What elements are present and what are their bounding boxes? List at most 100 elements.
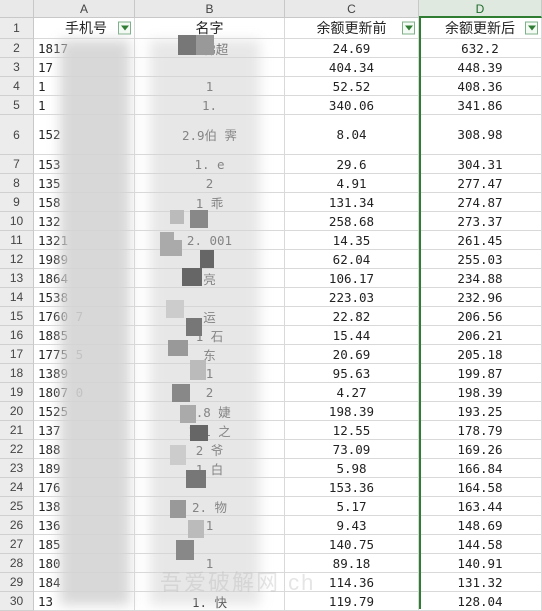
cell-d[interactable]: 277.47 (419, 174, 542, 193)
cell-d[interactable]: 198.39 (419, 383, 542, 402)
row-header[interactable]: 25 (0, 497, 34, 516)
cell-d[interactable]: 205.18 (419, 345, 542, 364)
row-header[interactable]: 19 (0, 383, 34, 402)
cell-d[interactable]: 232.96 (419, 288, 542, 307)
row-header[interactable]: 28 (0, 554, 34, 573)
cell-c[interactable]: 73.09 (285, 440, 419, 459)
cell-d[interactable]: 140.91 (419, 554, 542, 573)
row-header[interactable]: 1 (0, 18, 34, 39)
cell-d[interactable]: 128.04 (419, 592, 542, 611)
row-header[interactable]: 7 (0, 155, 34, 174)
row-header[interactable]: 22 (0, 440, 34, 459)
cell-d[interactable]: 261.45 (419, 231, 542, 250)
cell-c[interactable]: 20.69 (285, 345, 419, 364)
cell-c[interactable]: 106.17 (285, 269, 419, 288)
header-cell-d[interactable]: 余额更新后 (419, 18, 542, 39)
cell-d[interactable]: 273.37 (419, 212, 542, 231)
cell-c[interactable]: 140.75 (285, 535, 419, 554)
cell-c[interactable]: 52.52 (285, 77, 419, 96)
row-header[interactable]: 2 (0, 39, 34, 58)
row-header[interactable]: 8 (0, 174, 34, 193)
cell-c[interactable]: 4.91 (285, 174, 419, 193)
cell-d[interactable]: 308.98 (419, 115, 542, 155)
row-header[interactable]: 16 (0, 326, 34, 345)
cell-d[interactable]: 169.26 (419, 440, 542, 459)
column-header-d[interactable]: D (419, 0, 542, 18)
row-header[interactable]: 18 (0, 364, 34, 383)
filter-dropdown-icon[interactable] (118, 21, 131, 35)
cell-d[interactable]: 148.69 (419, 516, 542, 535)
cell-c[interactable]: 131.34 (285, 193, 419, 212)
row-header[interactable]: 20 (0, 402, 34, 421)
cell-d[interactable]: 206.56 (419, 307, 542, 326)
row-header[interactable]: 30 (0, 592, 34, 611)
row-header[interactable]: 24 (0, 478, 34, 497)
column-header-b[interactable]: B (135, 0, 285, 18)
cell-d[interactable]: 255.03 (419, 250, 542, 269)
cell-c[interactable]: 22.82 (285, 307, 419, 326)
row-header[interactable]: 14 (0, 288, 34, 307)
cell-c[interactable]: 4.27 (285, 383, 419, 402)
cell-c[interactable]: 29.6 (285, 155, 419, 174)
cell-d[interactable]: 206.21 (419, 326, 542, 345)
header-cell-a[interactable]: 手机号 (34, 18, 135, 39)
row-header[interactable]: 15 (0, 307, 34, 326)
cell-d[interactable]: 234.88 (419, 269, 542, 288)
cell-d[interactable]: 632.2 (419, 39, 542, 58)
column-header-a[interactable]: A (34, 0, 135, 18)
filter-dropdown-icon[interactable] (402, 21, 415, 35)
cell-c[interactable]: 12.55 (285, 421, 419, 440)
row-header[interactable]: 4 (0, 77, 34, 96)
row-header[interactable]: 29 (0, 573, 34, 592)
cell-d[interactable]: 304.31 (419, 155, 542, 174)
row-header[interactable]: 23 (0, 459, 34, 478)
cell-d[interactable]: 193.25 (419, 402, 542, 421)
select-all-corner[interactable] (0, 0, 34, 18)
row-header[interactable]: 6 (0, 115, 34, 155)
cell-d[interactable]: 166.84 (419, 459, 542, 478)
cell-c[interactable]: 9.43 (285, 516, 419, 535)
cell-c[interactable]: 223.03 (285, 288, 419, 307)
row-header[interactable]: 3 (0, 58, 34, 77)
cell-d[interactable]: 199.87 (419, 364, 542, 383)
cell-d[interactable]: 341.86 (419, 96, 542, 115)
header-cell-c[interactable]: 余额更新前 (285, 18, 419, 39)
cell-c[interactable]: 24.69 (285, 39, 419, 58)
row-header[interactable]: 27 (0, 535, 34, 554)
cell-d[interactable]: 163.44 (419, 497, 542, 516)
column-header-c[interactable]: C (285, 0, 419, 18)
filter-dropdown-icon[interactable] (525, 21, 538, 35)
cell-c[interactable]: 153.36 (285, 478, 419, 497)
cell-c[interactable]: 95.63 (285, 364, 419, 383)
cell-c[interactable]: 8.04 (285, 115, 419, 155)
cell-c[interactable]: 15.44 (285, 326, 419, 345)
cell-c[interactable]: 340.06 (285, 96, 419, 115)
cell-d[interactable]: 448.39 (419, 58, 542, 77)
cell-d[interactable]: 164.58 (419, 478, 542, 497)
cell-c[interactable]: 89.18 (285, 554, 419, 573)
cell-c[interactable]: 62.04 (285, 250, 419, 269)
cell-c[interactable]: 5.98 (285, 459, 419, 478)
row-header[interactable]: 12 (0, 250, 34, 269)
cell-c[interactable]: 14.35 (285, 231, 419, 250)
row-header[interactable]: 11 (0, 231, 34, 250)
row-header[interactable]: 21 (0, 421, 34, 440)
row-header[interactable]: 17 (0, 345, 34, 364)
row-header[interactable]: 13 (0, 269, 34, 288)
row-header[interactable]: 26 (0, 516, 34, 535)
cell-c[interactable]: 5.17 (285, 497, 419, 516)
cell-d[interactable]: 131.32 (419, 573, 542, 592)
cell-d[interactable]: 274.87 (419, 193, 542, 212)
cell-d[interactable]: 144.58 (419, 535, 542, 554)
cell-c[interactable]: 258.68 (285, 212, 419, 231)
cell-d[interactable]: 178.79 (419, 421, 542, 440)
cell-d[interactable]: 408.36 (419, 77, 542, 96)
pixelation-block (182, 268, 202, 286)
pixelation-block (166, 300, 184, 318)
row-header[interactable]: 10 (0, 212, 34, 231)
row-header[interactable]: 5 (0, 96, 34, 115)
cell-c[interactable]: 198.39 (285, 402, 419, 421)
row-header[interactable]: 9 (0, 193, 34, 212)
cell-c[interactable]: 404.34 (285, 58, 419, 77)
cell-c[interactable]: 114.36 (285, 573, 419, 592)
